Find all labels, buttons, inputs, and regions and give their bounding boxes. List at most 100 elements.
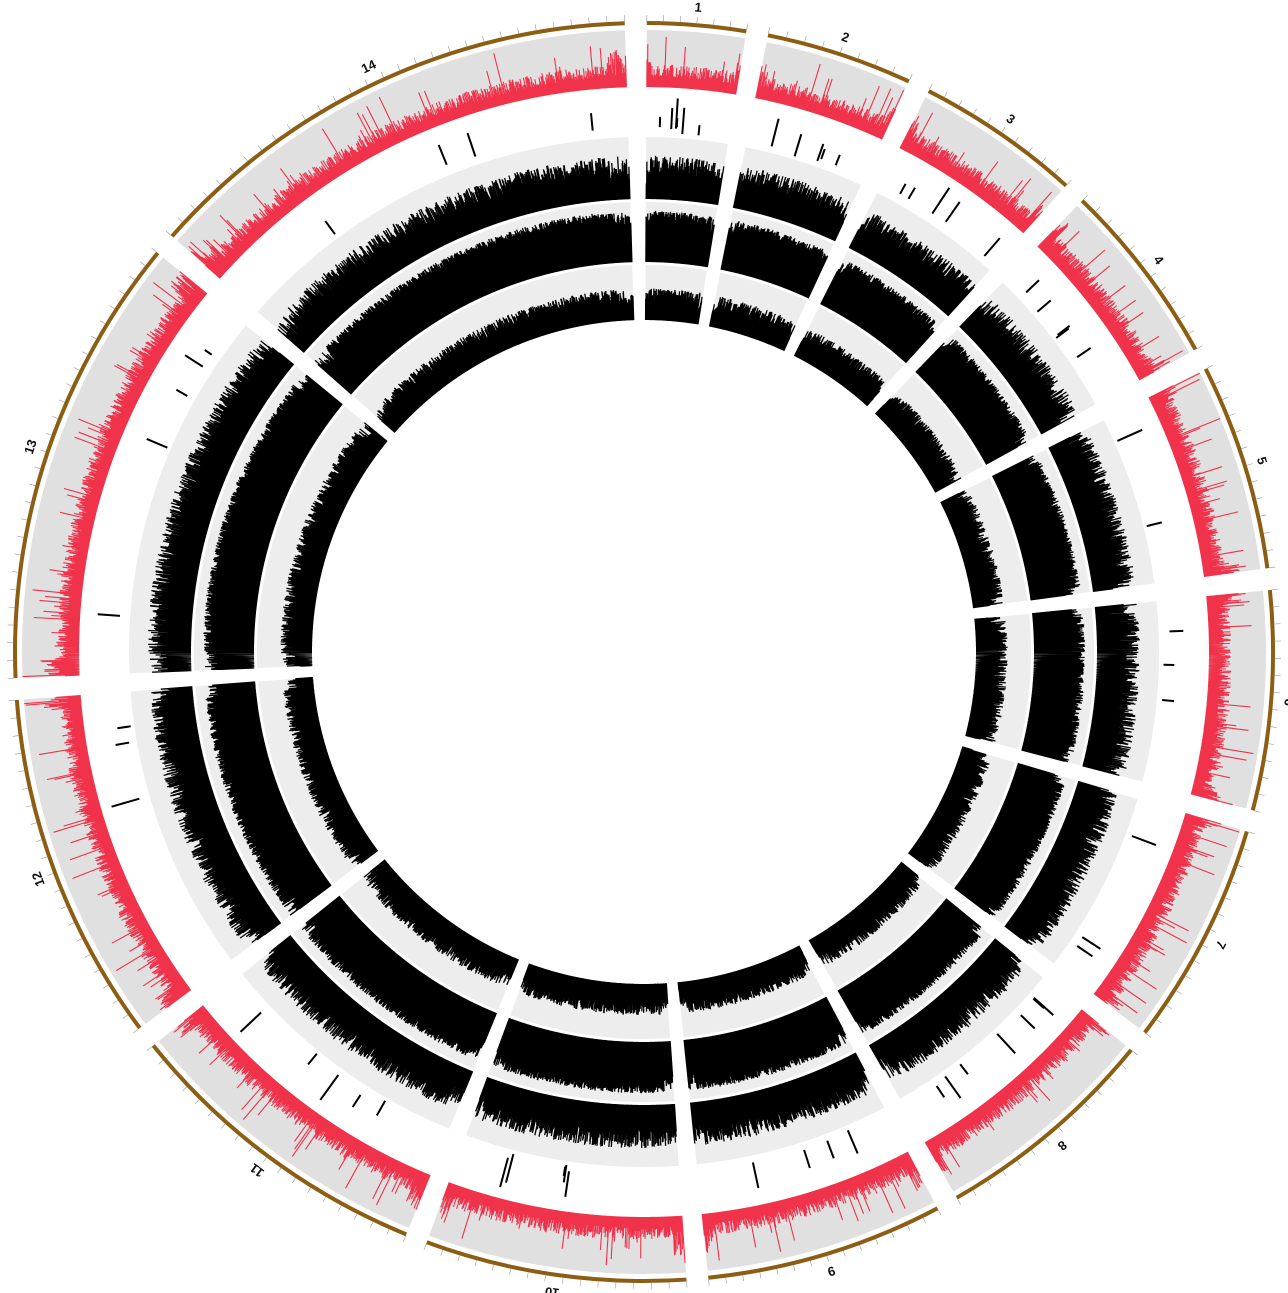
chr11-black-histogram-1	[263, 935, 474, 1105]
chr6-label: 6	[1281, 698, 1288, 706]
chr7-black-histogram-1	[1004, 780, 1117, 946]
chr12-black-histogram-2	[205, 681, 332, 916]
chr4-ideogram-ticks	[1083, 194, 1203, 349]
chr4-black-histogram-1	[959, 300, 1075, 435]
chr1-label: 1	[694, 0, 702, 15]
chr6-ideogram	[1250, 589, 1276, 811]
chr10-black-histogram-3	[520, 963, 669, 1015]
chr3-red-track-background	[899, 97, 1062, 234]
chr9-black-histogram-1	[689, 1052, 870, 1145]
chr5-black-histogram-3	[940, 490, 1003, 609]
chr11-label: 11	[247, 1160, 267, 1180]
chr14-tiles	[324, 113, 594, 235]
chr13-label: 13	[21, 438, 40, 456]
chr4-black-histogram-3	[874, 397, 962, 493]
chr10-tiles	[499, 1153, 570, 1197]
chr7-black-histogram-2	[954, 762, 1065, 916]
chr6-red-histogram	[1190, 592, 1254, 806]
chr6-black-histogram-3	[965, 616, 1008, 742]
chr7-red-histogram	[1093, 812, 1240, 1014]
chr12-red-histogram	[24, 694, 192, 1011]
chr14-label: 14	[359, 56, 379, 76]
chr14-black-histogram-3	[376, 289, 635, 433]
chr6-black-histogram-2	[1021, 609, 1086, 763]
chr9-label: 9	[826, 1263, 837, 1279]
ideogram-track	[7, 15, 1281, 1290]
chr2-black-histogram-2	[720, 221, 829, 299]
chr6-tiles	[1162, 629, 1184, 703]
chr10-black-histogram-1	[475, 1076, 677, 1149]
tile-track	[97, 98, 1184, 1197]
chr3-ideogram-ticks	[929, 83, 1072, 185]
chr5-label: 5	[1254, 455, 1270, 466]
chr11-tiles	[239, 1011, 387, 1116]
chr2-red-track-background	[755, 42, 906, 140]
chr10-ideogram	[426, 1240, 687, 1284]
chr9-black-histogram-2	[683, 996, 847, 1090]
chr10-black-histogram-2	[493, 1017, 674, 1094]
chr8-red-histogram	[924, 1009, 1110, 1175]
chr7-black-histogram-3	[908, 746, 990, 869]
chr9-ideogram-ticks	[708, 1209, 942, 1286]
chr7-red-track-background	[1093, 813, 1241, 1029]
chr12-black-histogram-1	[151, 686, 282, 944]
chr8-ideogram-ticks	[957, 1050, 1138, 1205]
chr8-red-track-background	[924, 1009, 1126, 1192]
histogram-tracks	[22, 36, 1254, 1266]
chr10-ideogram-ticks	[423, 1244, 688, 1290]
chr8-black-histogram-1	[868, 938, 1022, 1079]
chr2-ideogram	[767, 33, 910, 84]
chr5-black-histogram-1	[1048, 432, 1134, 593]
chr9-black-histogram-3	[677, 945, 811, 1013]
chr13-tiles	[97, 349, 213, 617]
chr3-tiles	[899, 183, 1001, 257]
chr4-label: 4	[1151, 252, 1168, 267]
chr13-red-histogram	[22, 271, 208, 678]
chr13-black-histogram-3	[280, 422, 388, 667]
chr9-red-histogram	[701, 1151, 923, 1261]
chr13-ideogram	[12, 251, 160, 679]
chr3-label: 3	[1004, 111, 1018, 127]
chr10-red-histogram	[439, 1182, 686, 1266]
chr1-ideogram	[646, 21, 747, 34]
chr14-black-histogram-2	[314, 212, 633, 395]
chr2-black-histogram-1	[732, 168, 850, 242]
chr2-red-histogram	[755, 63, 905, 140]
chr13-ideogram-ticks	[7, 247, 157, 679]
chr2-black-histogram-3	[708, 297, 796, 352]
chr8-tiles	[935, 997, 1054, 1099]
chr5-ideogram-ticks	[1207, 365, 1276, 569]
chr2-label: 2	[840, 29, 852, 46]
chr2-ideogram-ticks	[768, 27, 913, 80]
chr12-black-histogram-3	[283, 676, 379, 865]
chr12-label: 12	[29, 870, 48, 889]
chr8-black-histogram-2	[837, 898, 982, 1033]
chr5-ideogram	[1203, 368, 1270, 569]
chr5-black-histogram-2	[992, 455, 1081, 601]
chr3-black-histogram-2	[820, 262, 936, 364]
chr1-black-histogram-2	[645, 210, 715, 268]
chr14-black-histogram-1	[277, 156, 631, 353]
chr14-red-histogram	[188, 46, 627, 279]
chr4-red-histogram	[1037, 222, 1184, 381]
chr4-ideogram	[1080, 199, 1198, 351]
chr12-tiles	[111, 725, 140, 808]
chr4-red-track-background	[1037, 205, 1190, 381]
chr3-ideogram	[927, 89, 1068, 188]
chr5-red-histogram	[1148, 372, 1246, 577]
chr2-tiles	[770, 118, 841, 166]
chr1-ideogram-ticks	[646, 15, 748, 30]
chr1-tiles	[658, 98, 701, 136]
chr8-black-histogram-3	[808, 861, 920, 965]
chr5-tiles	[1116, 428, 1163, 528]
chr3-red-histogram	[899, 112, 1053, 234]
chr11-black-histogram-2	[301, 895, 498, 1057]
chr10-label: 10	[544, 1284, 560, 1293]
chr4-tiles	[1025, 279, 1092, 359]
chr4-black-histogram-2	[915, 339, 1027, 465]
chr14-ideogram-ticks	[165, 15, 625, 236]
chr3-black-histogram-1	[848, 214, 976, 317]
chr7-label: 7	[1213, 938, 1230, 951]
chr11-black-histogram-3	[363, 859, 520, 986]
